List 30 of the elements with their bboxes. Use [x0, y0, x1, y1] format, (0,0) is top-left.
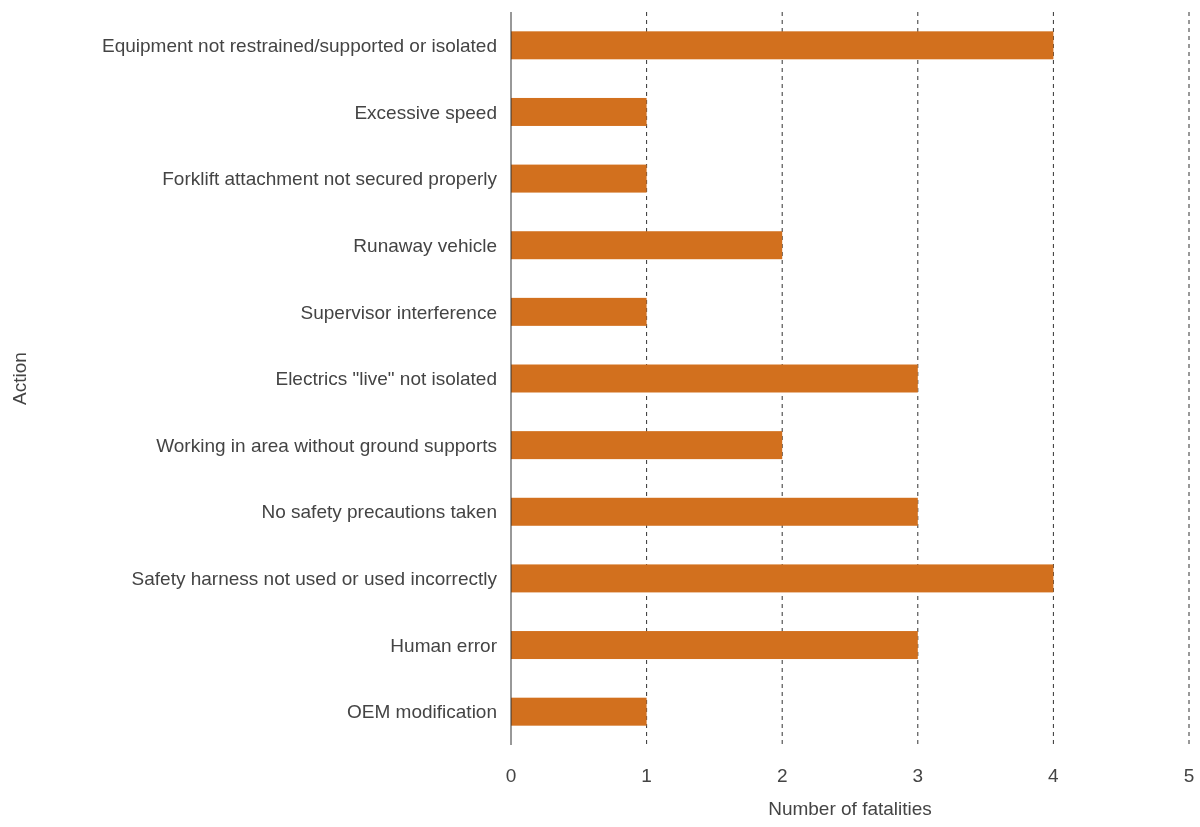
y-axis-title: Action — [9, 352, 30, 405]
bar — [511, 431, 783, 460]
x-tick-label: 3 — [912, 765, 924, 786]
y-tick-label: Equipment not restrained/supported or isolated — [101, 34, 497, 56]
y-tick-label: Forklift attachment not secured properly — [162, 168, 498, 190]
x-tick-label: 1 — [641, 765, 652, 786]
bar — [511, 231, 783, 260]
y-tick-label: Supervisor interference — [300, 301, 497, 323]
bar — [511, 164, 647, 193]
x-axis-title: Number of fatalities — [768, 798, 932, 819]
y-tick-label: Working in area without ground supports — [156, 434, 497, 456]
y-tick-label: Runaway vehicle — [353, 234, 497, 256]
bar — [511, 297, 647, 326]
x-tick-label: 5 — [1183, 765, 1195, 786]
y-tick-label: Human error — [390, 634, 498, 656]
x-tick-label: 4 — [1048, 765, 1060, 786]
bar — [511, 364, 918, 393]
y-tick-label: OEM modification — [347, 701, 497, 723]
x-tick-label: 0 — [505, 765, 517, 786]
x-tick-label: 2 — [776, 765, 788, 786]
y-tick-label: Excessive speed — [354, 101, 497, 123]
y-tick-label: Electrics "live" not isolated — [275, 368, 497, 390]
y-tick-label: Safety harness not used or used incorrectly — [131, 568, 498, 590]
bar — [511, 31, 1054, 60]
bar — [511, 497, 918, 526]
bar — [511, 97, 647, 126]
y-tick-label: No safety precautions taken — [261, 501, 497, 523]
bar — [511, 697, 647, 726]
bar — [511, 631, 918, 660]
bar — [511, 564, 1054, 593]
